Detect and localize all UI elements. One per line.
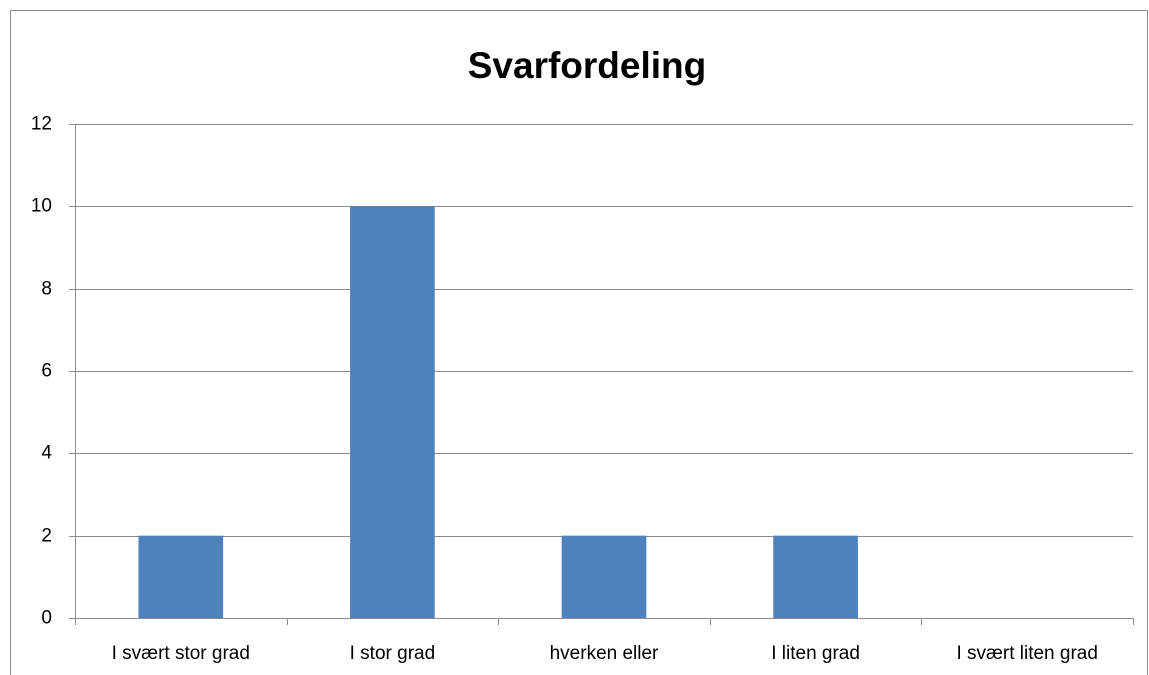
x-tick-label: I svært liten grad (956, 643, 1098, 664)
y-tick-label: 12 (31, 114, 52, 135)
bar (350, 206, 435, 619)
y-tick-label: 8 (41, 279, 52, 300)
bar (561, 535, 647, 618)
x-tick-label: I stor grad (350, 643, 436, 664)
y-tick-label: 4 (41, 443, 52, 464)
y-tick-label: 0 (41, 608, 52, 629)
x-tick-label: I liten grad (771, 643, 860, 664)
bar (138, 535, 224, 618)
y-tick-label: 10 (31, 196, 52, 217)
x-tick-label: I svært stor grad (112, 643, 250, 664)
bar (773, 535, 858, 618)
x-tick-label: hverken eller (550, 643, 659, 664)
y-tick-label: 2 (41, 526, 52, 547)
chart-title: Svarfordeling (468, 45, 707, 86)
y-tick-label: 6 (41, 361, 52, 382)
